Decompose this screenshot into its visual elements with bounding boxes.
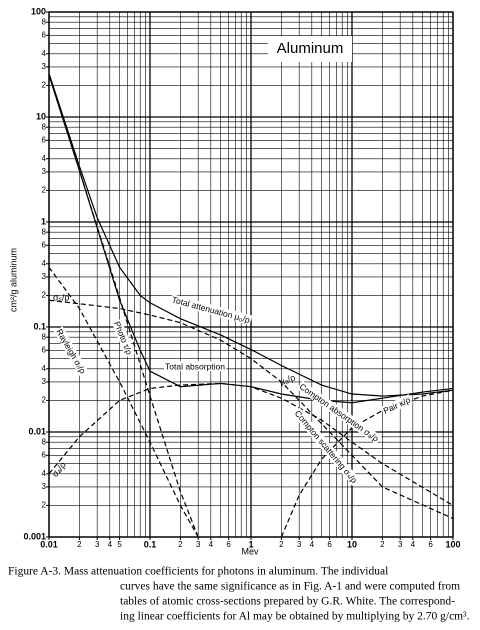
y-tick-label: 0.1 [33,321,46,331]
y-axis-label: cm²/g aluminum [8,248,18,312]
title-box [268,36,352,62]
y-tick-label: 0.001 [23,531,46,541]
y-tick-label: 2 [42,81,47,90]
y-tick-label: 10 [36,111,46,121]
curve-label-bg [169,294,253,326]
grid [48,11,454,538]
x-tick-label: 2 [380,540,385,549]
x-tick-label: 5 [117,540,122,549]
curve [280,389,454,538]
y-tick-label: 100 [31,6,46,16]
y-tick-label: 3 [42,167,47,176]
x-tick-label: 3 [95,540,100,549]
curve [48,75,199,538]
y-tick-label: 3 [42,62,47,71]
x-tick-label: 2 [77,540,82,549]
x-tick-label: 4 [411,540,416,549]
chart-title: Aluminum [277,40,344,57]
y-tick-label: 1 [41,216,46,226]
y-tick-label: 8 [42,227,47,236]
curve [48,73,454,397]
curve-label-bg [111,318,135,358]
x-tick-label: 4 [209,540,214,549]
y-tick-label: 6 [42,240,47,249]
y-tick-label: 3 [42,377,47,386]
y-tick-label: 4 [42,469,47,478]
y-tick-label: 4 [42,259,47,268]
annotation: σₛ/ρ [53,292,70,302]
x-tick-label: 100 [445,539,460,549]
curve-label-bg [292,407,361,486]
y-tick-label: 2 [42,186,47,195]
y-tick-label: 8 [42,122,47,131]
caption-line: Figure A-3. Mass attenuation coefficient… [8,566,388,578]
curve [48,266,199,538]
y-tick-label: 4 [42,364,47,373]
x-tick-label: 1 [248,539,253,549]
y-tick-label: 8 [42,437,47,446]
y-tick-label: 6 [42,345,47,354]
x-tick-label: 4 [310,540,315,549]
y-tick-label: 2 [42,396,47,405]
y-tick-label: 6 [42,30,47,39]
x-tick-label: 2 [178,540,183,549]
curve [48,382,454,506]
y-tick-label: 8 [42,332,47,341]
curve-label: Total absorption [165,361,225,371]
curve-label-bg [380,394,414,417]
y-tick-label: 2 [42,291,47,300]
y-tick-label: 3 [42,482,47,491]
x-tick-label: 2 [279,540,284,549]
x-axis-label: Mev [241,546,259,556]
y-tick-label: 4 [42,154,47,163]
x-tick-label: 6 [327,540,332,549]
curve [48,299,454,520]
y-tick-label: 8 [42,17,47,26]
curve-label-bg [164,361,227,372]
x-tick-label: 0.1 [144,539,157,549]
x-tick-label: 10 [347,539,357,549]
y-tick-label: 0.01 [28,426,46,436]
x-tick-label: 3 [398,540,403,549]
curve-label-bg [53,326,89,377]
y-tick-label: 6 [42,135,47,144]
y-tick-label: 2 [42,501,47,510]
x-tick-label: 4 [108,540,113,549]
y-tick-label: 4 [42,49,47,58]
x-tick-label: 3 [196,540,201,549]
y-tick-label: 6 [42,450,47,459]
caption-line: tables of atomic cross-sections prepared… [120,596,455,608]
x-tick-label: 6 [226,540,231,549]
caption-line: curves have the same significance as in … [120,581,460,593]
curves [48,73,454,538]
y-tick-label: 3 [42,272,47,281]
x-tick-label: 0.01 [40,539,58,549]
caption-line: ing linear coefficients for Al may be ob… [120,611,470,623]
curve-label-bg [296,380,382,445]
x-tick-label: 3 [297,540,302,549]
x-tick-label: 6 [428,540,433,549]
